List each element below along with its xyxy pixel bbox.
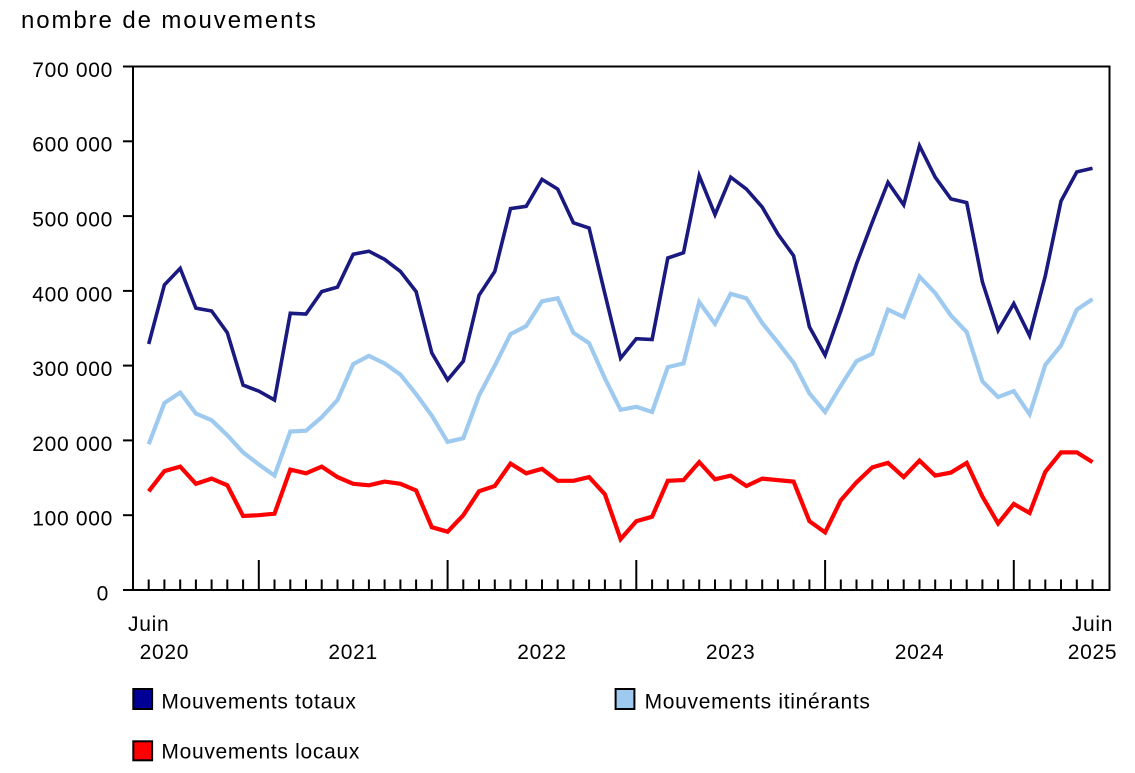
svg-text:300 000: 300 000	[32, 358, 113, 381]
svg-text:Mouvements locaux: Mouvements locaux	[161, 740, 360, 763]
svg-text:2024: 2024	[895, 641, 945, 664]
svg-text:200 000: 200 000	[32, 433, 113, 456]
svg-text:Juin: Juin	[128, 613, 169, 636]
svg-text:2020: 2020	[140, 641, 190, 664]
svg-text:700 000: 700 000	[32, 59, 113, 82]
svg-text:2025: 2025	[1068, 641, 1118, 664]
svg-text:400 000: 400 000	[32, 283, 113, 306]
svg-text:nombre de mouvements: nombre de mouvements	[21, 7, 318, 34]
svg-text:2022: 2022	[517, 641, 567, 664]
svg-text:100 000: 100 000	[32, 508, 113, 531]
svg-text:600 000: 600 000	[32, 134, 113, 157]
svg-text:0: 0	[97, 582, 109, 605]
svg-text:Mouvements itinérants: Mouvements itinérants	[645, 690, 871, 713]
svg-text:Juin: Juin	[1072, 613, 1113, 636]
svg-text:Mouvements totaux: Mouvements totaux	[161, 690, 356, 713]
svg-text:2023: 2023	[706, 641, 756, 664]
svg-text:500 000: 500 000	[32, 209, 113, 232]
svg-text:2021: 2021	[328, 641, 378, 664]
